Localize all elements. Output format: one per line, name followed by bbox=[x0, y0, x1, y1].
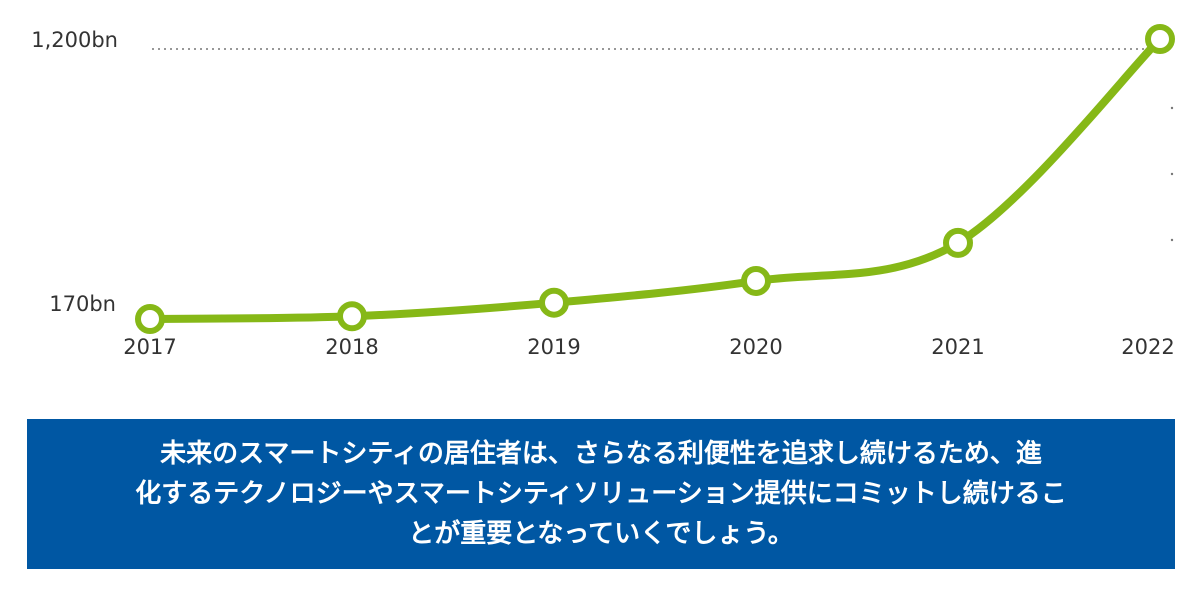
right-axis-dots bbox=[1170, 106, 1174, 242]
data-point-2019 bbox=[539, 287, 569, 318]
series-line bbox=[146, 35, 1164, 323]
message-banner: 未来のスマートシティの居住者は、さらなる利便性を追求し続けるため、進 化するテク… bbox=[27, 419, 1175, 569]
x-tick-labels: 2017 2018 2019 2020 2021 2022 bbox=[123, 335, 1174, 359]
data-point-2017 bbox=[135, 304, 165, 334]
right-axis-dot-1 bbox=[1170, 106, 1174, 110]
growth-line-chart: 1,200bn 170bn 2017 2018 2019 2020 2021 2… bbox=[31, 24, 1175, 359]
data-point-2022 bbox=[1145, 24, 1175, 54]
y-tick-label-max: 1,200bn bbox=[31, 28, 118, 52]
x-tick-label-2018: 2018 bbox=[325, 335, 378, 359]
x-tick-label-2021: 2021 bbox=[931, 335, 984, 359]
x-tick-label-2022: 2022 bbox=[1121, 335, 1174, 359]
banner-text: 未来のスマートシティの居住者は、さらなる利便性を追求し続けるため、進 化するテク… bbox=[135, 439, 1067, 549]
right-axis-dot-3 bbox=[1170, 238, 1174, 242]
data-point-2018 bbox=[337, 301, 367, 332]
x-tick-label-2019: 2019 bbox=[527, 335, 580, 359]
data-points bbox=[135, 24, 1175, 334]
right-axis-dot-2 bbox=[1170, 172, 1174, 176]
data-point-2020 bbox=[741, 265, 771, 296]
x-tick-label-2020: 2020 bbox=[729, 335, 782, 359]
y-tick-label-min: 170bn bbox=[49, 292, 116, 316]
x-tick-label-2017: 2017 bbox=[123, 335, 176, 359]
data-point-2021 bbox=[943, 227, 973, 258]
